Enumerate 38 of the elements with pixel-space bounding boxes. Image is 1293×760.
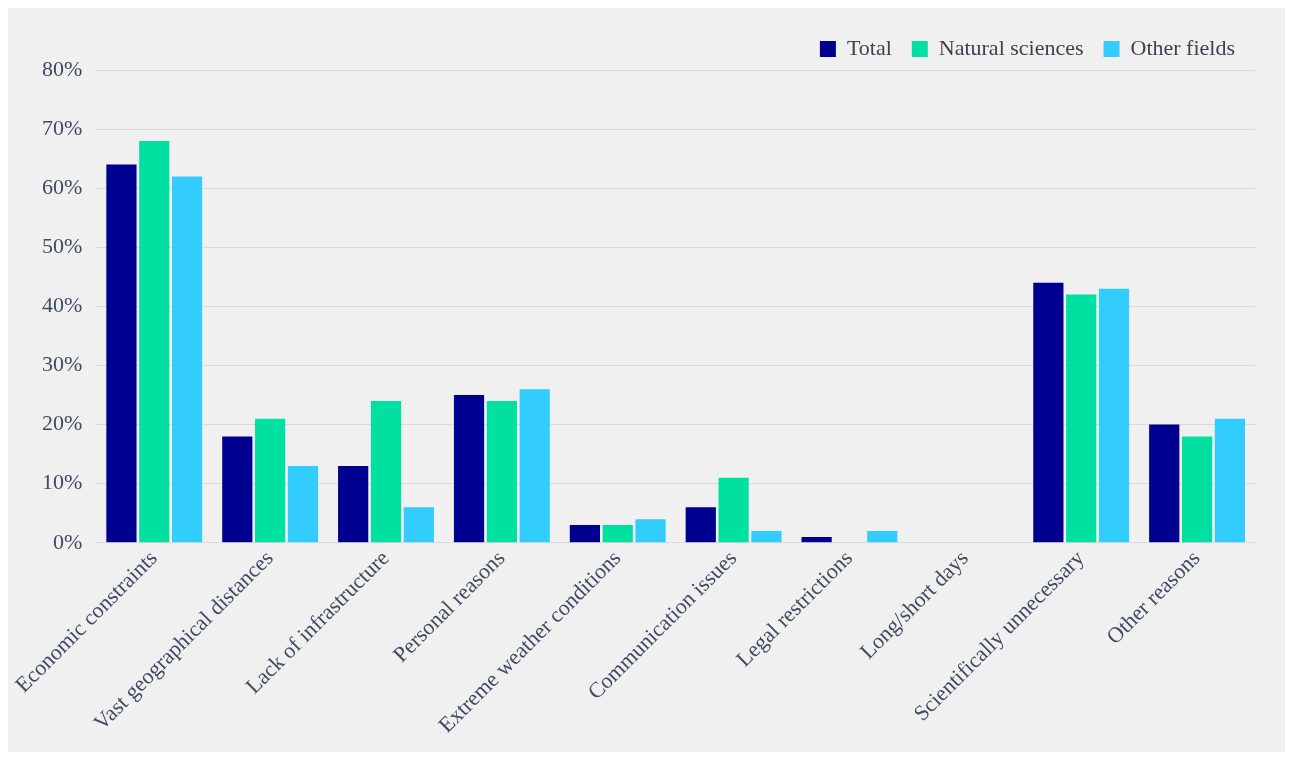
y-tick-label: 70% — [42, 114, 83, 140]
bar — [1181, 436, 1213, 543]
bar — [751, 531, 782, 543]
bar — [1066, 294, 1097, 543]
bar — [338, 465, 369, 543]
bar — [287, 465, 319, 543]
y-tick-label: 50% — [42, 233, 83, 259]
bar — [569, 525, 600, 543]
legend-label: Other fields — [1130, 34, 1235, 60]
bar — [222, 436, 253, 543]
bar — [685, 507, 716, 543]
bar — [453, 395, 485, 543]
bar — [139, 140, 170, 543]
bar — [106, 164, 137, 543]
bar — [602, 525, 633, 543]
bar — [519, 389, 550, 543]
bar — [486, 400, 517, 543]
y-tick-label: 40% — [42, 292, 83, 318]
bar — [171, 176, 203, 543]
legend-label: Natural sciences — [938, 34, 1084, 60]
bar — [370, 400, 402, 543]
bar — [718, 477, 749, 543]
legend-label: Total — [846, 34, 892, 60]
bar — [255, 418, 286, 543]
y-tick-label: 10% — [42, 469, 83, 495]
bar — [635, 519, 666, 543]
bar — [1149, 424, 1180, 543]
y-tick-label: 20% — [42, 410, 83, 436]
bar — [403, 507, 434, 543]
bar — [867, 531, 898, 543]
bar — [1214, 418, 1245, 543]
bar — [801, 536, 832, 543]
y-tick-label: 60% — [42, 173, 83, 199]
y-tick-label: 80% — [42, 55, 83, 81]
bar — [1033, 282, 1064, 543]
y-tick-label: 30% — [42, 351, 83, 377]
bar — [1098, 288, 1130, 543]
y-tick-label: 0% — [53, 528, 83, 554]
